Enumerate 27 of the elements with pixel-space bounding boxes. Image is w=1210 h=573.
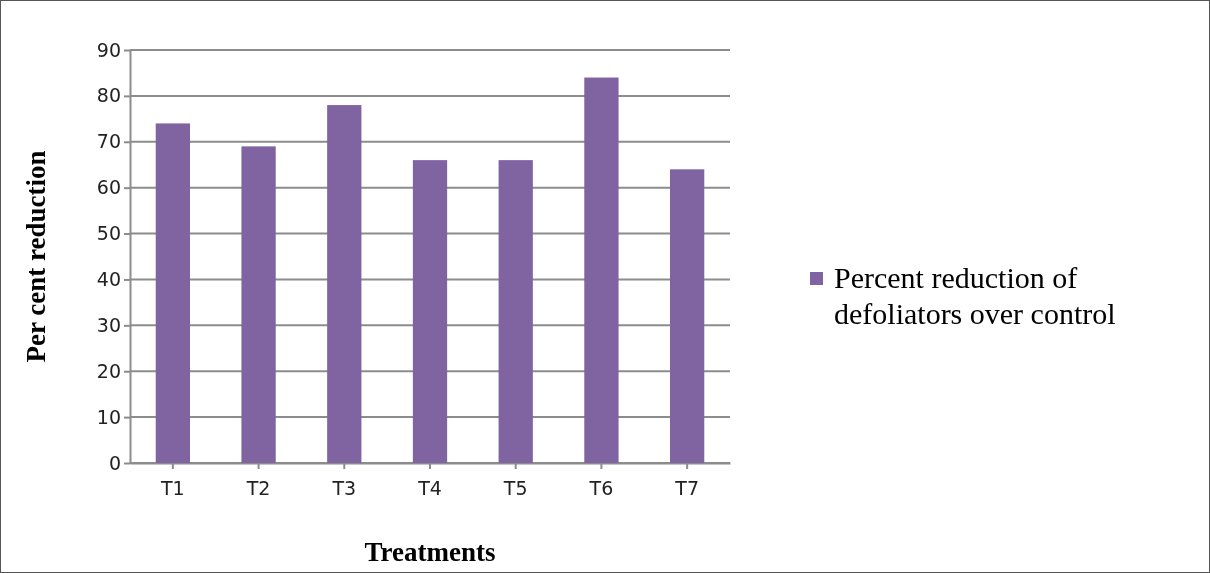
y-tick-label: 60 bbox=[96, 176, 121, 199]
y-tick-label: 70 bbox=[96, 130, 121, 153]
y-tick-label: 10 bbox=[96, 405, 121, 428]
bar bbox=[241, 146, 276, 463]
y-tick-label: 90 bbox=[96, 38, 121, 61]
bar bbox=[670, 169, 705, 463]
y-tick-label: 0 bbox=[108, 451, 121, 474]
y-tick-label: 30 bbox=[96, 313, 121, 336]
bar bbox=[498, 160, 533, 463]
x-tick-label: T3 bbox=[331, 476, 357, 499]
bar bbox=[155, 123, 190, 463]
x-tick-label: T5 bbox=[502, 476, 528, 499]
x-tick-label: T1 bbox=[160, 476, 185, 499]
y-tick-label: 80 bbox=[96, 84, 121, 107]
x-tick-label: T2 bbox=[245, 476, 271, 499]
y-tick-label: 20 bbox=[96, 359, 121, 382]
x-axis-title: Treatments bbox=[364, 537, 496, 567]
y-tick-label: 40 bbox=[96, 268, 121, 291]
bar bbox=[327, 105, 362, 463]
y-tick-label: 50 bbox=[96, 222, 121, 245]
x-tick-label: T4 bbox=[417, 476, 442, 499]
bar bbox=[584, 77, 619, 463]
legend-label: Percent reduction of defoliators over control bbox=[834, 261, 1116, 330]
x-tick-label: T7 bbox=[674, 476, 699, 499]
bar bbox=[412, 160, 448, 463]
x-tick-label: T6 bbox=[588, 476, 614, 499]
y-axis-title: Per cent reduction bbox=[21, 150, 51, 363]
